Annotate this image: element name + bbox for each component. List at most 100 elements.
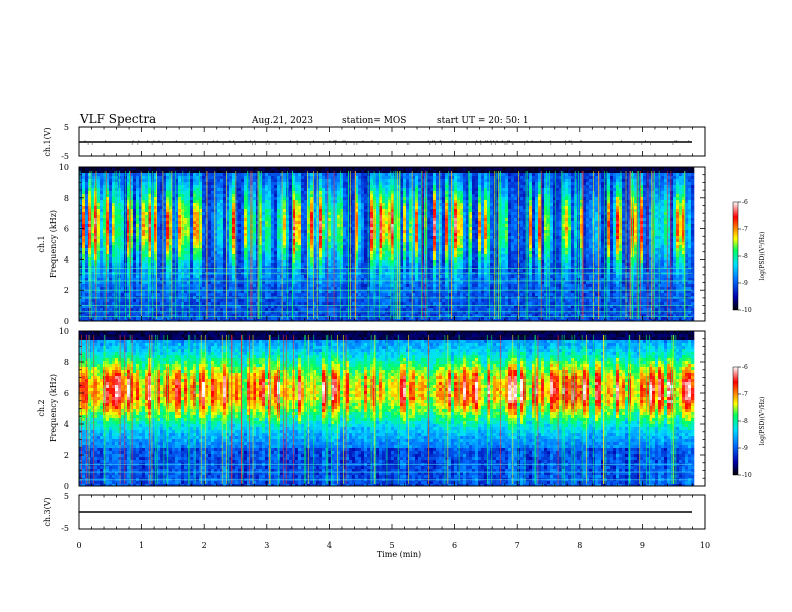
spectrogram-cell xyxy=(274,224,278,228)
spectrogram-cell xyxy=(274,191,278,195)
spectrogram-cell xyxy=(352,245,356,249)
spectrogram-cell xyxy=(289,197,293,201)
spectrogram-cell xyxy=(139,188,143,192)
spectrogram-cell xyxy=(229,230,233,234)
voltage-noise-dot xyxy=(254,143,256,145)
spectrogram-cell xyxy=(217,233,221,237)
spectrogram-cell xyxy=(331,212,335,216)
spectrogram-cell xyxy=(358,203,362,207)
spectrogram-cell xyxy=(268,218,272,222)
spectrogram-cell xyxy=(238,233,242,237)
spectrogram-cell xyxy=(103,257,107,261)
spectrogram-cell xyxy=(91,206,95,210)
spectrogram-cell xyxy=(217,242,221,246)
spectrogram-cell xyxy=(337,284,341,288)
spectrogram-cell xyxy=(298,233,302,237)
spectrogram-cell xyxy=(163,293,167,297)
spectrogram-cell xyxy=(274,311,278,315)
spectrogram-cell xyxy=(283,317,287,321)
spectrogram-cell xyxy=(157,215,161,219)
spectrogram-cell xyxy=(355,179,359,183)
spectrogram-cell xyxy=(292,254,296,258)
spectrogram-cell xyxy=(271,203,275,207)
spectrogram-cell xyxy=(91,263,95,267)
spectrogram-cell xyxy=(253,287,257,291)
spectrogram-cell xyxy=(316,281,320,285)
spectrogram-cell xyxy=(217,302,221,306)
spectrogram-cell xyxy=(307,215,311,219)
spectrogram-cell xyxy=(259,269,263,273)
spectrogram-cell xyxy=(199,254,203,258)
spectrogram-cell xyxy=(208,278,212,282)
spectrogram-cell xyxy=(331,236,335,240)
spectrogram-cell xyxy=(223,224,227,228)
spectrogram-cell xyxy=(259,206,263,210)
spectrogram-cell xyxy=(139,206,143,210)
spectrogram-cell xyxy=(223,233,227,237)
spectrogram-cell xyxy=(178,194,182,198)
spectrogram-cell xyxy=(328,290,332,294)
spectrogram-cell xyxy=(352,278,356,282)
spectrogram-cell xyxy=(148,188,152,192)
spectrogram-cell xyxy=(241,254,245,258)
voltage-noise-dot xyxy=(494,143,496,145)
spectrogram-cell xyxy=(187,248,191,252)
spectrogram-cell xyxy=(247,263,251,267)
spectrogram-cell xyxy=(226,215,230,219)
spectrogram-cell xyxy=(160,170,164,174)
spectrogram-cell xyxy=(235,218,239,222)
spectrogram-cell xyxy=(145,185,149,189)
spectrogram-cell xyxy=(268,170,272,174)
spectrogram-cell xyxy=(142,170,146,174)
spectrogram-cell xyxy=(106,236,110,240)
spectrogram-cell xyxy=(253,266,257,270)
spectrogram-cell xyxy=(127,200,131,204)
spectrogram-cell xyxy=(103,242,107,246)
spectrogram-cell xyxy=(298,194,302,198)
spectrogram-cell xyxy=(295,215,299,219)
spectrogram-cell xyxy=(256,305,260,309)
spectrogram-cell xyxy=(136,263,140,267)
spectrogram-cell xyxy=(82,260,86,264)
spectrogram-cell xyxy=(280,290,284,294)
spectrogram-cell xyxy=(331,215,335,219)
spectrogram-cell xyxy=(214,194,218,198)
spectrogram-cell xyxy=(106,281,110,285)
spectrogram-cell xyxy=(259,227,263,231)
spectrogram-cell xyxy=(157,293,161,297)
spectrogram-cell xyxy=(223,203,227,207)
spectrogram-cell xyxy=(190,203,194,207)
spectrogram-cell xyxy=(316,257,320,261)
spectrogram-cell xyxy=(310,284,314,288)
spectrogram-cell xyxy=(277,188,281,192)
spectrogram-cell xyxy=(112,239,116,243)
spectrogram-cell xyxy=(169,299,173,303)
spectrogram-cell xyxy=(229,257,233,261)
spectrogram-cell xyxy=(289,230,293,234)
spectrogram-cell xyxy=(283,320,287,321)
spectrogram-cell xyxy=(211,275,215,279)
spectrogram-cell xyxy=(277,218,281,222)
spectrogram-cell xyxy=(184,191,188,195)
spectrogram-cell xyxy=(175,308,179,312)
spectrogram-cell xyxy=(346,242,350,246)
spectrogram-cell xyxy=(175,284,179,288)
spectrogram-cell xyxy=(232,248,236,252)
spectrogram-cell xyxy=(190,236,194,240)
spectrogram-cell xyxy=(106,263,110,267)
spectrogram-cell xyxy=(313,230,317,234)
spectrogram-cell xyxy=(145,230,149,234)
spectrogram-cell xyxy=(220,212,224,216)
spectrogram-cell xyxy=(247,176,251,180)
spectrogram-cell xyxy=(229,191,233,195)
spectrogram-cell xyxy=(265,197,269,201)
spectrogram-cell xyxy=(211,239,215,243)
spectrogram-cell xyxy=(154,191,158,195)
spectrogram-cell xyxy=(100,290,104,294)
spectrogram-cell xyxy=(145,278,149,282)
spectrogram-cell xyxy=(154,176,158,180)
spectrogram-cell xyxy=(307,305,311,309)
voltage-noise-dot xyxy=(649,143,651,145)
spectrogram-cell xyxy=(226,167,230,171)
spectrogram-cell xyxy=(262,311,266,315)
